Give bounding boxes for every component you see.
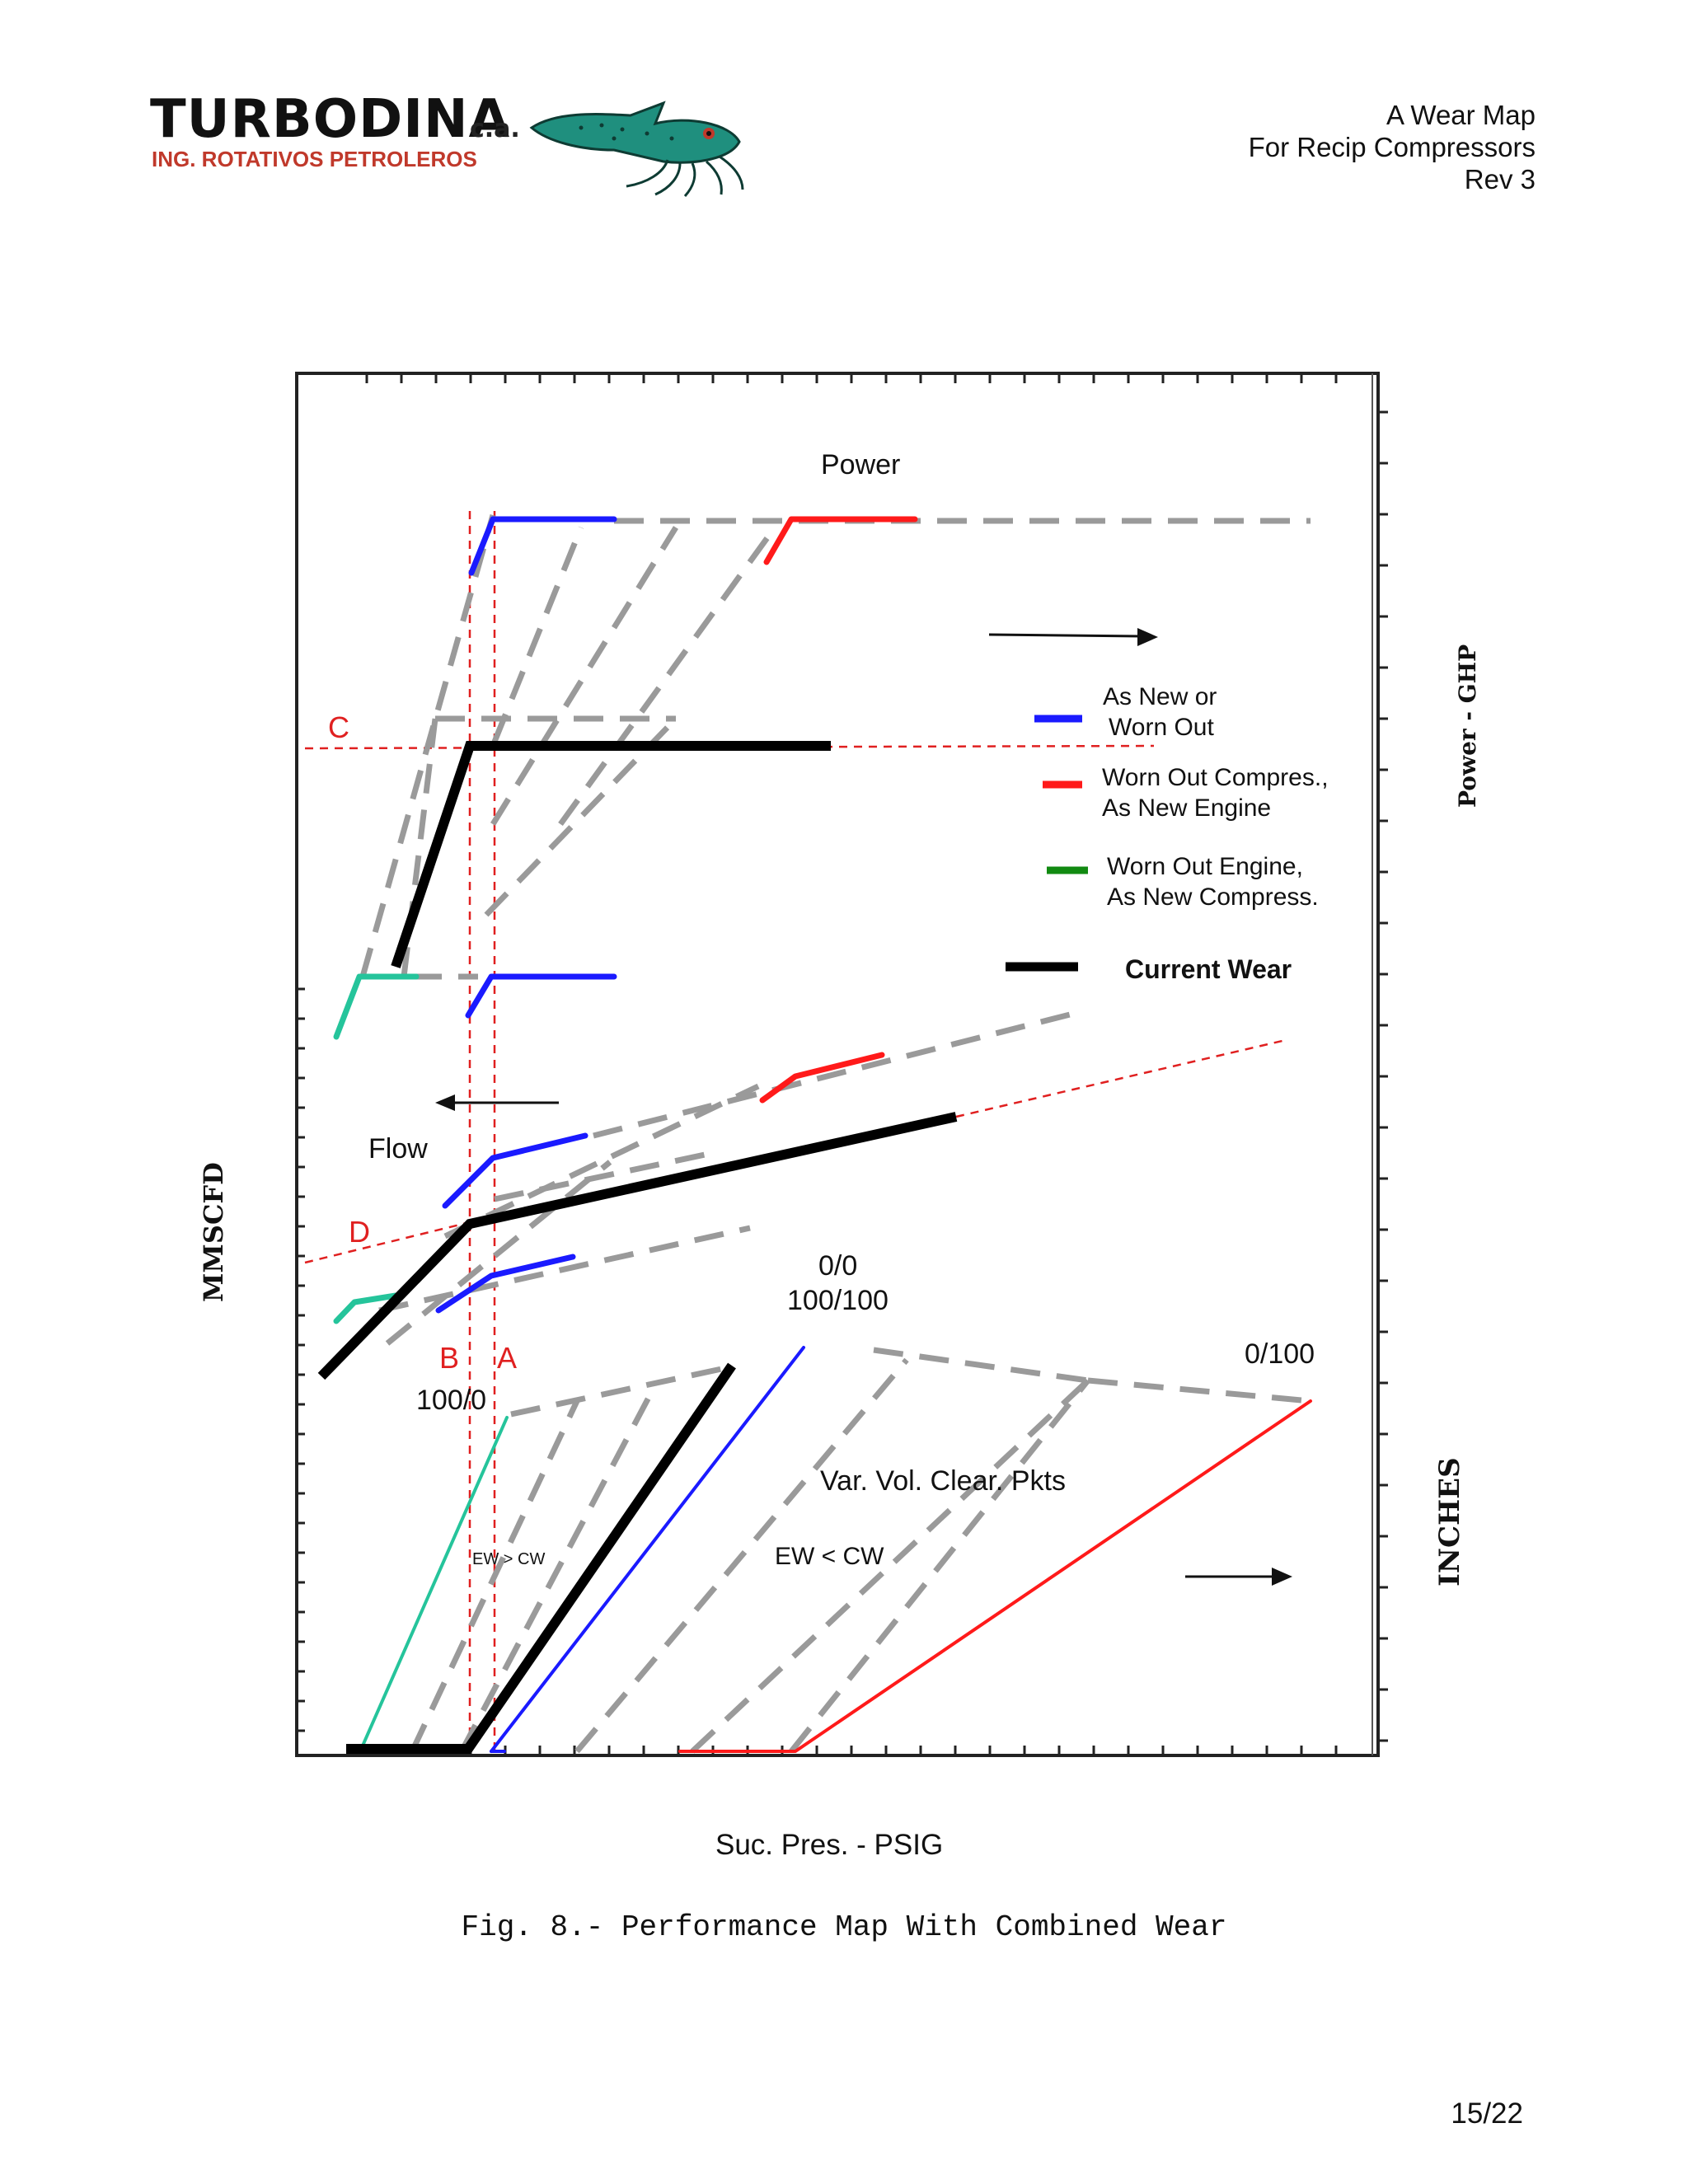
ew-lt-cw-label: EW < CW: [775, 1543, 884, 1570]
blue-pocket-line: [490, 1346, 805, 1753]
pocket-curve-3: [1087, 1377, 1311, 1404]
point-label-b: B: [439, 1341, 459, 1375]
legend-label-worn-engine-2: As New Compress.: [1107, 883, 1319, 911]
ref-line-flow-extension: [955, 1038, 1287, 1118]
flow-gray-3: [378, 1225, 751, 1314]
label-100-0: 100/0: [416, 1385, 486, 1416]
document-subtitle: For Recip Compressors: [1248, 132, 1536, 162]
blue-power-lower: [465, 973, 617, 1019]
gray-construction-lines: [359, 514, 1311, 1754]
legend-label-worn-engine-1: Worn Out Engine,: [1107, 853, 1303, 880]
pocket-curve-1: [510, 1365, 726, 1418]
blue-flow-upper: [442, 1132, 588, 1209]
ew-gt-cw-label: EW > CW: [472, 1550, 545, 1568]
page-number: 15/22: [1451, 2097, 1523, 2130]
point-label-c: C: [328, 710, 349, 744]
label-100-100: 100/100: [787, 1285, 889, 1316]
green-pocket-line: [359, 1416, 509, 1753]
current-wear-curves: [317, 741, 958, 1754]
arrow-pocket-right-icon: [1185, 1568, 1292, 1586]
label-0-100: 0/100: [1245, 1338, 1315, 1370]
current-wear-power: [391, 741, 831, 968]
flow-gray-4: [385, 1160, 612, 1346]
current-wear-pocket: [346, 1362, 736, 1754]
var-vol-clearance-label: Var. Vol. Clear. Pkts: [820, 1465, 1066, 1497]
red-power: [763, 516, 918, 565]
company-logo: TURBODINA c.a. ING. ROTATIVOS PETROLEROS: [148, 91, 758, 206]
document-revision: Rev 3: [1464, 164, 1536, 194]
blue-power-upper: [468, 516, 617, 576]
legend-label-as-new-2: Worn Out: [1109, 714, 1214, 741]
ref-line-c: [304, 744, 1155, 750]
arrow-flow-left-icon: [435, 1094, 559, 1111]
x-axis-title: Suc. Pres. - PSIG: [715, 1829, 943, 1861]
left-axis-title: MMSCFD: [198, 1162, 229, 1302]
flow-gray-5: [494, 1151, 710, 1202]
figure-caption: Fig. 8.- Performance Map With Combined W…: [461, 1910, 1227, 1944]
worn-engine-curves: [333, 973, 509, 1753]
green-flow: [333, 1292, 399, 1324]
squid-logo-icon: [529, 101, 744, 198]
power-region-label: Power: [821, 449, 900, 480]
flow-region-label: Flow: [368, 1133, 428, 1165]
pocket-line-4: [690, 1378, 1090, 1754]
as-new-curves: [435, 516, 805, 1753]
power-gray-4: [491, 526, 584, 743]
logo-company-suffix: c.a.: [470, 115, 520, 143]
current-wear-flow: [317, 1112, 958, 1380]
red-pocket: [678, 1399, 1312, 1753]
legend: As New or Worn Out Worn Out Compres., As…: [1006, 683, 1329, 984]
legend-label-worn-compressor-1: Worn Out Compres.,: [1102, 764, 1329, 791]
worn-compressor-curves: [678, 516, 1312, 1753]
right-axis-title-inches: INCHES: [1433, 1457, 1466, 1586]
flow-gray-1: [593, 1009, 1081, 1139]
legend-label-as-new-1: As New or: [1103, 683, 1217, 710]
logo-company-name: TURBODINA: [150, 89, 511, 150]
blue-flow-lower: [435, 1254, 576, 1314]
axis-ticks: [297, 373, 1388, 1755]
document-info: A Wear Map For Recip Compressors Rev 3: [1041, 99, 1536, 195]
red-flow: [759, 1052, 885, 1104]
ref-line-d: [304, 1221, 471, 1264]
pocket-curve-2: [873, 1347, 1089, 1384]
green-power: [333, 973, 420, 1040]
arrow-power-right-icon: [988, 628, 1158, 646]
pocket-line-2: [458, 1391, 654, 1753]
logo-tagline: ING. ROTATIVOS PETROLEROS: [152, 147, 477, 171]
label-0-0: 0/0: [818, 1250, 857, 1282]
legend-label-current-wear: Current Wear: [1125, 954, 1292, 984]
figure-frame: [295, 372, 1380, 1757]
power-gray-5: [490, 526, 678, 826]
point-label-a: A: [497, 1341, 517, 1375]
pocket-line-3: [574, 1357, 909, 1754]
reference-lines: [304, 511, 1287, 1755]
document-title: A Wear Map: [1386, 100, 1536, 130]
point-label-d: D: [349, 1215, 370, 1249]
legend-label-worn-compressor-2: As New Engine: [1102, 794, 1271, 822]
pocket-line-5: [789, 1378, 1090, 1754]
pocket-line-1: [409, 1399, 580, 1753]
flow-gray-2: [443, 1083, 760, 1240]
right-axis-title-power: Power - GHP: [1454, 644, 1481, 808]
power-gray-1: [359, 514, 496, 977]
power-gray-7: [558, 525, 777, 827]
